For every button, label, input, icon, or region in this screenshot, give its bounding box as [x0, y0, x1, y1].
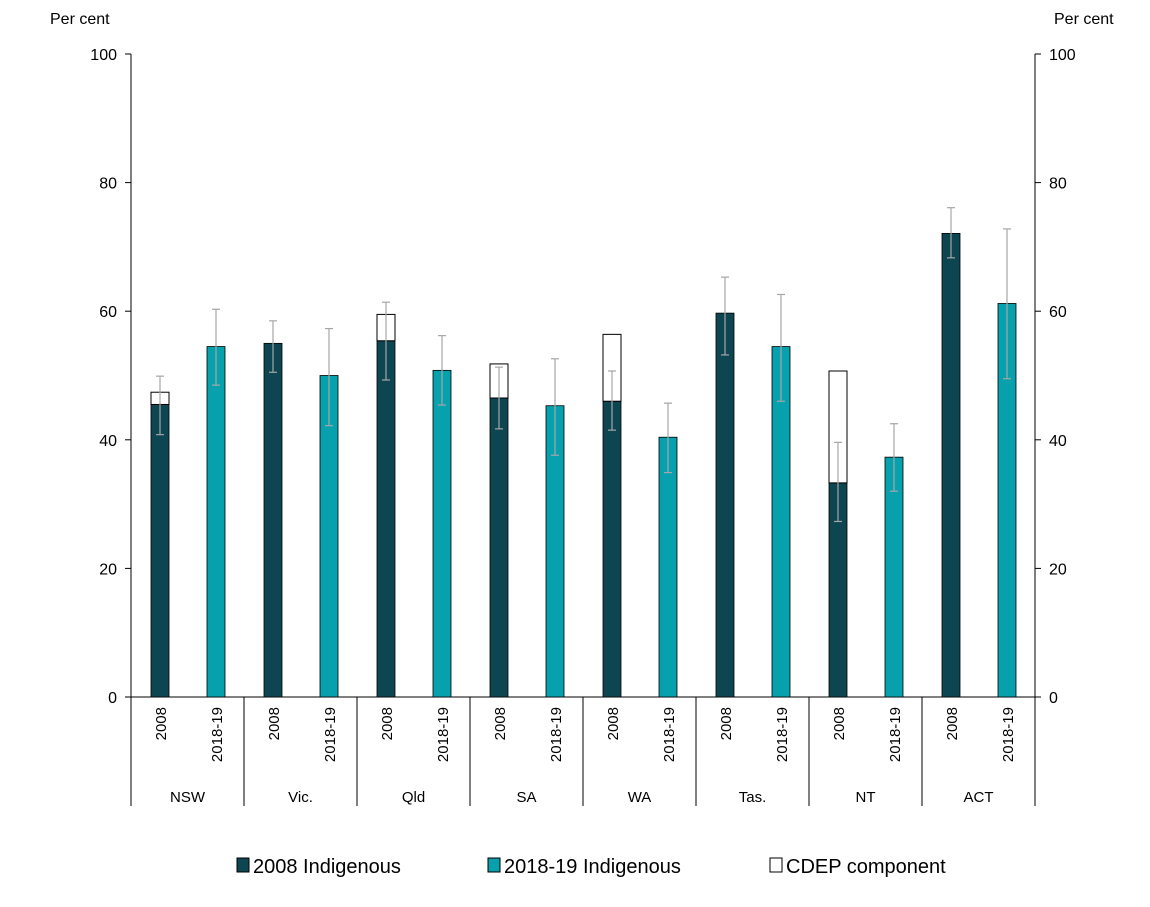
legend-swatch-indig2008	[236, 857, 250, 873]
bar-2008-sa	[489, 397, 509, 698]
x-year-label: 2018-19	[322, 707, 339, 762]
legend-label-cdep: CDEP component	[786, 856, 946, 878]
error-bar-2018-19-tas	[777, 293, 785, 402]
x-year-label: 2018-19	[774, 707, 791, 762]
x-year-label: 2008	[944, 707, 961, 740]
bar-2008-act	[941, 232, 961, 698]
error-bar-2018-19-sa	[551, 358, 559, 456]
y-tick-label-left: 80	[99, 176, 117, 193]
error-bar-2008-tas	[721, 276, 729, 356]
y-tick-label-left: 60	[99, 304, 117, 321]
bar-2008-nsw	[150, 404, 170, 698]
error-bar-2018-19-act	[1003, 228, 1011, 380]
y-tick-label-left: 40	[99, 433, 117, 450]
legend-label-indig2019: 2018-19 Indigenous	[504, 856, 681, 878]
x-category-label: Vic.	[288, 789, 313, 806]
x-category-label: WA	[628, 789, 652, 806]
error-bar-2008-sa	[495, 366, 503, 430]
y-tick-label-right: 40	[1049, 433, 1067, 450]
bar-2018-19-nsw	[206, 346, 226, 698]
x-year-label: 2018-19	[1000, 707, 1017, 762]
bar-2008-tas	[715, 312, 735, 698]
y-tick-label-right: 100	[1049, 47, 1076, 64]
x-year-label: 2008	[492, 707, 509, 740]
y-tick-label-left: 100	[90, 47, 117, 64]
y-tick-label-right: 0	[1049, 690, 1058, 707]
y-tick-label-right: 20	[1049, 561, 1067, 578]
x-year-label: 2008	[605, 707, 622, 740]
error-bar-2008-qld	[382, 301, 390, 381]
bar-2008-qld	[376, 340, 396, 698]
x-year-label: 2018-19	[887, 707, 904, 762]
x-category-label: NT	[856, 789, 876, 806]
error-bar-2018-19-vic	[325, 327, 333, 427]
error-bar-2018-19-nt	[890, 423, 898, 492]
bar-2018-19-qld	[432, 369, 452, 698]
error-bar-2018-19-qld	[438, 335, 446, 406]
y-tick-label-left: 0	[108, 690, 117, 707]
y-tick-label-right: 80	[1049, 176, 1067, 193]
y-tick-label-left: 20	[99, 561, 117, 578]
y-tick-label-right: 60	[1049, 304, 1067, 321]
x-year-label: 2018-19	[548, 707, 565, 762]
legend-swatch-indig2019	[487, 857, 501, 873]
bar-2008-wa	[602, 400, 622, 698]
x-year-label: 2008	[266, 707, 283, 740]
x-year-label: 2018-19	[661, 707, 678, 762]
error-bar-2008-wa	[608, 370, 616, 431]
x-category-label: Qld	[402, 789, 425, 806]
bars	[150, 232, 1017, 698]
error-bar-2008-nt	[834, 441, 842, 523]
axes: 0 0 20 20 40 40 60 60 80 80 100 100	[90, 47, 1076, 806]
error-bar-2008-vic	[269, 320, 277, 373]
x-year-label: 2008	[153, 707, 170, 740]
x-year-label: 2018-19	[435, 707, 452, 762]
x-year-label: 2008	[379, 707, 396, 740]
error-bars	[156, 207, 1011, 523]
x-category-label: NSW	[170, 789, 206, 806]
error-bar-2008-act	[947, 207, 955, 259]
x-year-label: 2008	[831, 707, 848, 740]
error-bar-2018-19-wa	[664, 402, 672, 474]
bar-2018-19-wa	[658, 436, 678, 698]
x-year-label: 2018-19	[209, 707, 226, 762]
x-category-label: Tas.	[739, 789, 767, 806]
y-axis-right-unit: Per cent	[1054, 11, 1114, 28]
error-bar-2018-19-nsw	[212, 308, 220, 386]
error-bar-2008-nsw	[156, 375, 164, 436]
x-year-label: 2008	[718, 707, 735, 740]
y-axis-left-unit: Per cent	[50, 11, 110, 28]
x-category-label: SA	[516, 789, 536, 806]
bar-2018-19-nt	[884, 456, 904, 698]
legend-swatch-cdep	[769, 857, 783, 873]
x-category-label: ACT	[964, 789, 994, 806]
legend: 2008 Indigenous 2018-19 Indigenous CDEP co…	[236, 856, 946, 878]
legend-label-indig2008: 2008 Indigenous	[253, 856, 401, 878]
bar-2008-vic	[263, 342, 283, 698]
x-axis-labels: 2008 2018-19 NSW 2008 2018-19 Vic. 2008 2018-19…	[153, 707, 1017, 806]
